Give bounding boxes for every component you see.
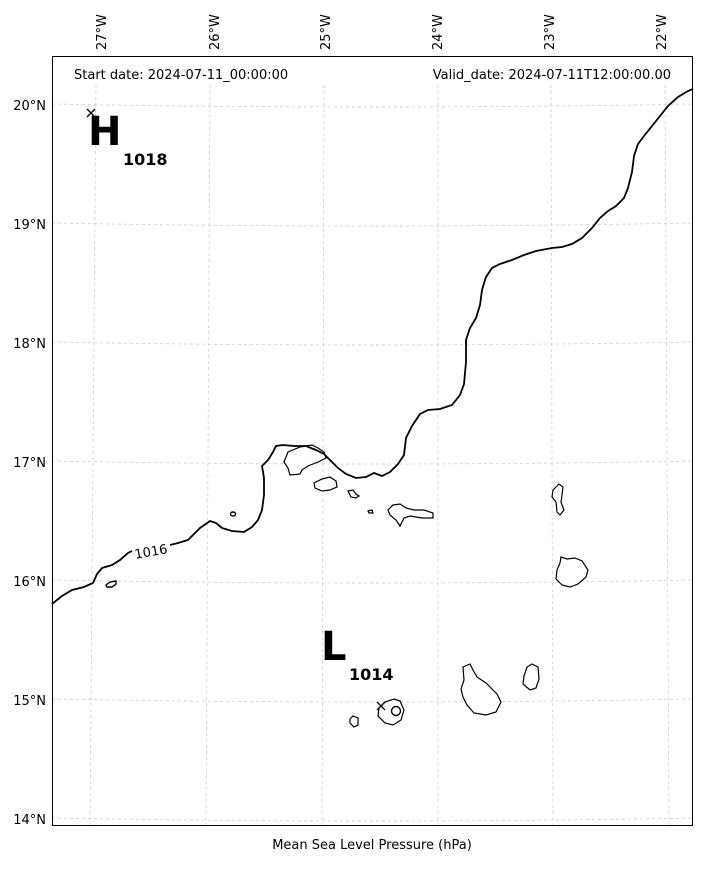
island-islet-razo (367, 509, 374, 514)
lat-tick-label: 15°N (13, 694, 46, 709)
lon-tick-label: 25°W (319, 14, 334, 50)
low-pressure-center: L 1014 (321, 624, 394, 711)
lat-tick-label: 20°N (13, 99, 46, 114)
low-value: 1014 (349, 665, 394, 684)
gridline-27w (89, 84, 97, 827)
map-area: 1016 H 1018 L 1014 (51, 56, 694, 827)
latitude-tick-labels: 20°N 19°N 18°N 17°N 16°N 15°N 14°N (13, 99, 46, 828)
island-maio (522, 663, 540, 691)
lon-tick-label: 26°W (208, 14, 223, 50)
gridline-14n (51, 817, 694, 822)
low-letter: L (321, 624, 347, 670)
isobars: 1016 (51, 88, 694, 717)
lat-tick-label: 16°N (13, 575, 46, 590)
island-santiago (460, 663, 502, 716)
isobar-closed-small-west (105, 580, 117, 588)
island-boa-vista (555, 556, 589, 588)
gridline-19n (51, 222, 694, 227)
lon-tick-label: 22°W (655, 14, 670, 50)
isobar-closed-tiny (229, 511, 237, 517)
start-date-label: Start date: 2024-07-11_00:00:00 (74, 68, 288, 83)
island-santa-luzia (347, 489, 361, 499)
map-caption: Mean Sea Level Pressure (hPa) (272, 838, 472, 853)
island-sao-nicolau (387, 503, 434, 528)
gridline-23w (550, 84, 554, 827)
gridline-17n (51, 460, 694, 465)
high-value: 1018 (123, 150, 168, 169)
island-sal (551, 483, 565, 516)
island-sao-vicente (313, 476, 338, 492)
lon-tick-label: 27°W (95, 14, 110, 50)
islands (283, 444, 589, 728)
lat-tick-label: 14°N (13, 813, 46, 828)
high-letter: H (88, 109, 121, 155)
lon-tick-label: 23°W (543, 14, 558, 50)
isobar-closed-low (390, 705, 402, 717)
isobar-label-1016: 1016 (133, 542, 168, 563)
low-center-marker (376, 701, 386, 711)
map-frame (52, 56, 693, 826)
longitude-tick-labels: 27°W 26°W 25°W 24°W 23°W 22°W (95, 14, 670, 50)
high-center-marker (86, 108, 96, 118)
high-pressure-center: H 1018 (86, 108, 168, 169)
gridline-18n (51, 341, 694, 346)
isobar-1016 (51, 88, 694, 605)
gridline-20n (51, 103, 694, 108)
gridline-15n (51, 698, 694, 703)
island-santo-antao (283, 444, 327, 476)
lon-tick-label: 24°W (431, 14, 446, 50)
latitude-gridlines (51, 103, 694, 822)
lat-tick-label: 18°N (13, 337, 46, 352)
gridline-26w (205, 84, 211, 827)
lat-tick-label: 17°N (13, 456, 46, 471)
lat-tick-label: 19°N (13, 218, 46, 233)
gridline-16n (51, 579, 694, 584)
valid-date-label: Valid_date: 2024-07-11T12:00:00.00 (433, 68, 671, 83)
gridline-22w (664, 84, 670, 827)
island-brava (349, 715, 359, 728)
